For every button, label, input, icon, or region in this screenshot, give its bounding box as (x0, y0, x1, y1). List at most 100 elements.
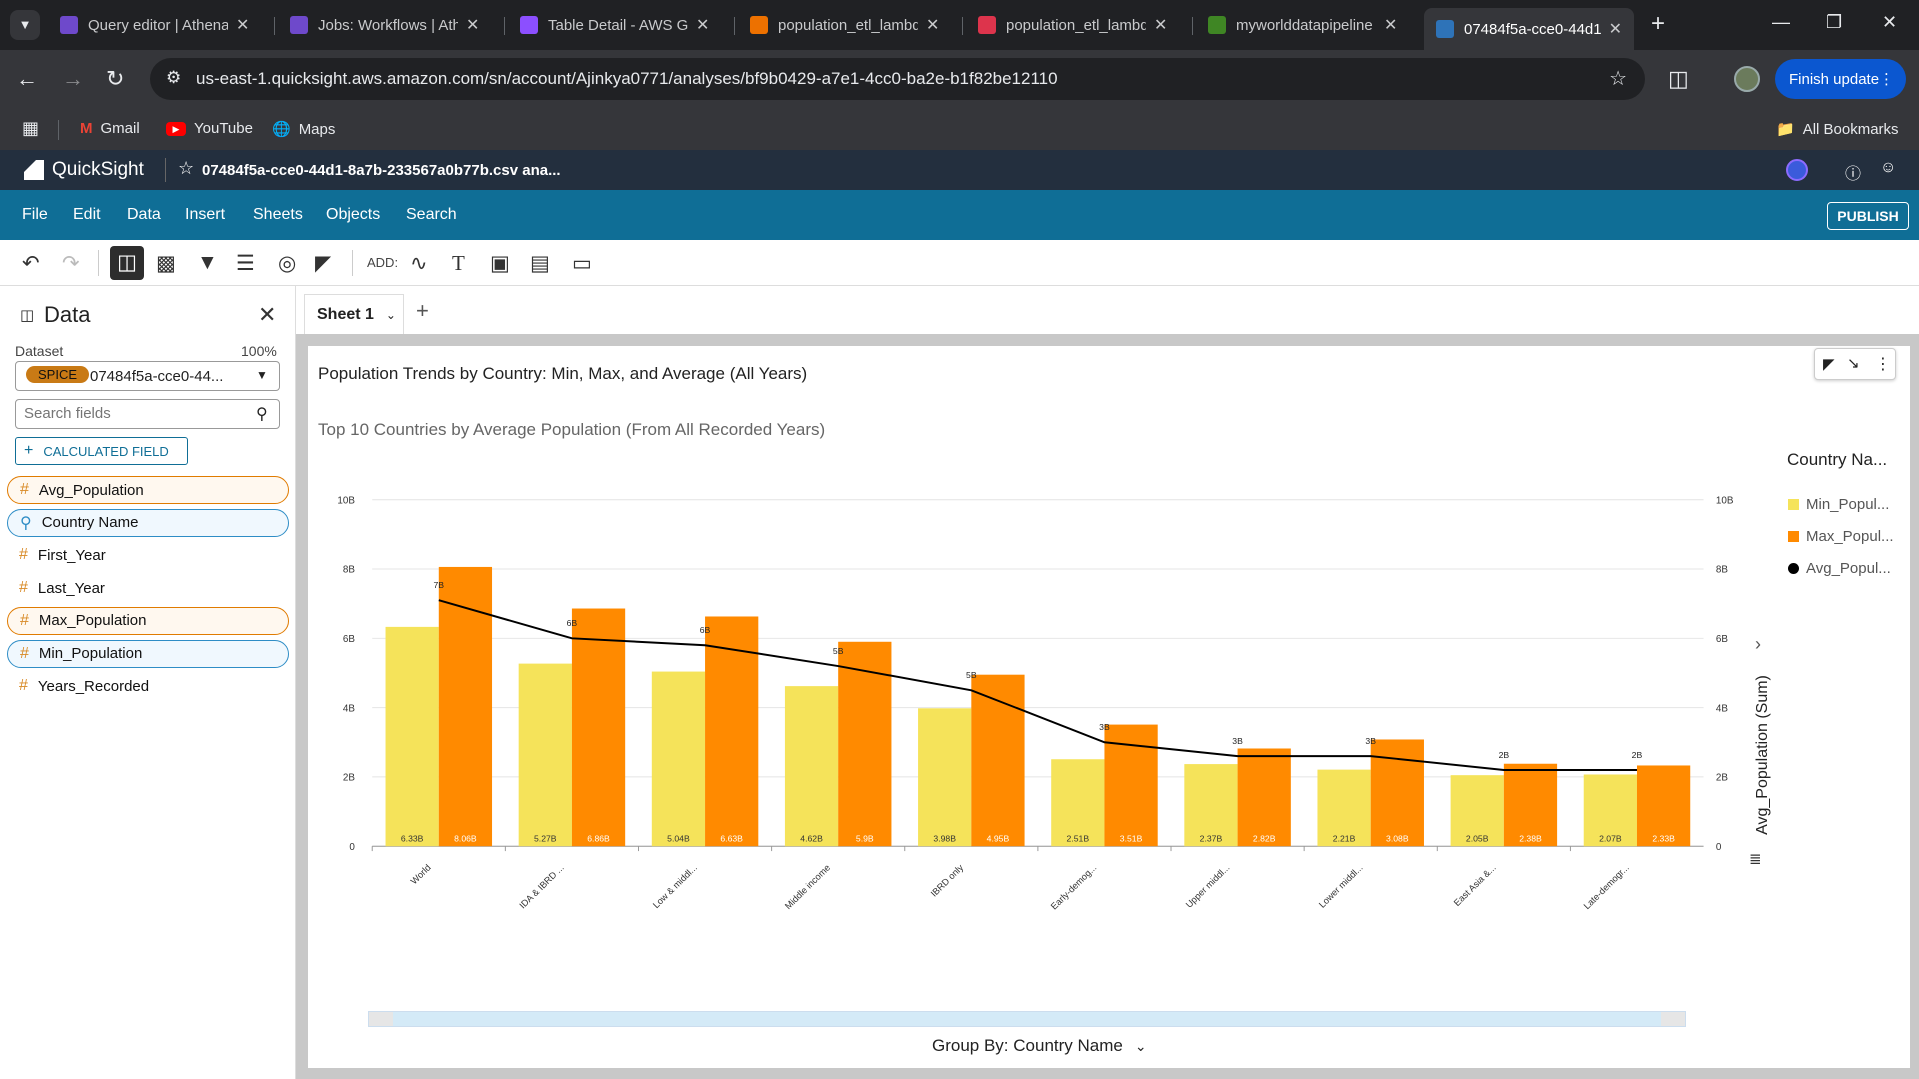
browser-tab[interactable]: population_etl_lambda ✕ (738, 8, 962, 42)
field-item[interactable]: ⚲ Country Name (7, 508, 289, 537)
add-insight-icon[interactable]: ▤ (530, 252, 550, 275)
close-tab-icon[interactable]: ✕ (1384, 17, 1398, 34)
visualize-icon[interactable]: ▩ (156, 252, 176, 275)
minimize-icon[interactable]: — (1772, 12, 1790, 32)
close-tab-icon[interactable]: ✕ (1608, 21, 1622, 38)
reload-icon[interactable]: ↻ (106, 66, 125, 91)
dataset-select[interactable]: SPICE 07484f5a-cce0-44... ▼ (15, 361, 280, 391)
browser-tab[interactable]: myworlddatapipeline ✕ (1196, 8, 1420, 42)
tab-search-button[interactable]: ▼ (10, 10, 40, 40)
bookmark-maps[interactable]: 🌐 Maps (272, 120, 335, 139)
themes-icon[interactable]: ◤ (315, 252, 332, 275)
q-assistant-icon[interactable] (1786, 159, 1808, 181)
menu-edit[interactable]: Edit (73, 206, 101, 223)
menu-sheets[interactable]: Sheets (253, 206, 303, 223)
close-tab-icon[interactable]: ✕ (236, 17, 250, 34)
plus-icon: + (24, 442, 34, 459)
menu-objects[interactable]: Objects (326, 206, 381, 223)
add-label: ADD: (367, 255, 399, 270)
chart-visual[interactable]: Population Trends by Country: Min, Max, … (308, 346, 1910, 1068)
parameters-icon[interactable]: ☰ (236, 252, 255, 275)
toolbar: ↶ ↷ ◫ ▩ ▼ ☰ ◎ ◤ ADD: ∿ T ▣ ▤ ▭ (0, 240, 1919, 286)
y-tick-label-left: 6B (343, 634, 356, 645)
bookmark-star-icon[interactable]: ☆ (1609, 68, 1627, 90)
more-options-icon[interactable]: ⋮ (1875, 356, 1891, 373)
bar-max-population (971, 674, 1025, 847)
search-fields-box[interactable]: ⚲ (15, 399, 280, 429)
menu-file[interactable]: File (22, 206, 48, 223)
legend-item[interactable]: Max_Popul... (1788, 528, 1894, 545)
tab-sheet-1[interactable]: Sheet 1 ⌄ (304, 294, 404, 334)
y-tick-label-right: 2B (1716, 773, 1729, 784)
omnibox[interactable]: ⚙ us-east-1.quicksight.aws.amazon.com/sn… (150, 58, 1645, 100)
close-tab-icon[interactable]: ✕ (926, 17, 940, 34)
search-fields-input[interactable] (24, 405, 244, 422)
back-icon[interactable]: ← (16, 66, 38, 91)
collapse-icon[interactable]: ↘ (1847, 355, 1860, 372)
close-window-icon[interactable]: ✕ (1882, 12, 1898, 32)
field-item[interactable]: # First_Year (7, 541, 289, 569)
chart-scrollbar[interactable] (368, 1011, 1686, 1027)
gmail-icon: M (80, 120, 93, 137)
add-sheet-button[interactable]: + (416, 298, 429, 323)
favorite-star-icon[interactable]: ☆ (178, 158, 195, 178)
filter-icon[interactable]: ▼ (197, 251, 218, 274)
menu-search[interactable]: Search (406, 206, 457, 223)
quicksight-logo-icon[interactable] (24, 160, 44, 180)
chevron-down-icon[interactable]: ⌄ (385, 307, 396, 322)
scroll-handle-right[interactable] (1661, 1012, 1685, 1026)
bookmark-gmail[interactable]: M Gmail (80, 120, 140, 137)
group-by-label: Group By: Country Name (932, 1036, 1123, 1055)
chart-type-icon[interactable]: ◤ (1823, 356, 1835, 373)
add-embed-icon[interactable]: ▭ (572, 252, 592, 275)
field-item[interactable]: # Years_Recorded (7, 672, 289, 700)
undo-icon[interactable]: ↶ (22, 252, 40, 275)
scroll-handle-left[interactable] (369, 1012, 393, 1026)
data-pane-icon[interactable]: ◫ (110, 246, 144, 280)
chevron-right-icon[interactable]: › (1755, 634, 1761, 654)
legend-item[interactable]: Avg_Popul... (1788, 560, 1891, 577)
help-icon[interactable]: ⓘ (1845, 166, 1862, 183)
add-image-icon[interactable]: ▣ (490, 252, 510, 275)
legend-item[interactable]: Min_Popul... (1788, 496, 1889, 513)
bookmark-youtube[interactable]: ▶ YouTube (166, 120, 253, 137)
close-tab-icon[interactable]: ✕ (696, 17, 710, 34)
maximize-icon[interactable]: ❐ (1826, 12, 1843, 32)
profile-avatar[interactable] (1734, 66, 1760, 92)
site-settings-icon[interactable]: ⚙ (166, 68, 182, 87)
field-item[interactable]: # Max_Population (7, 606, 289, 635)
group-by-control[interactable]: Group By: Country Name ⌄ (932, 1036, 1147, 1056)
calculated-field-button[interactable]: + CALCULATED FIELD (15, 437, 188, 465)
apps-grid-icon[interactable]: ▦ (22, 118, 40, 138)
calc-field-label: CALCULATED FIELD (43, 443, 169, 459)
browser-tab[interactable]: Query editor | Athena ✕ (48, 8, 272, 42)
browser-tab[interactable]: population_etl_lambda ✕ (966, 8, 1190, 42)
publish-button[interactable]: PUBLISH (1827, 202, 1909, 230)
browser-tab[interactable]: Table Detail - AWS Glue ✕ (508, 8, 732, 42)
browser-tab[interactable]: Jobs: Workflows | Athena ✕ (278, 8, 502, 42)
visual-menu[interactable]: ◤ ↘ ⋮ (1814, 348, 1896, 380)
redo-icon[interactable]: ↷ (62, 252, 80, 275)
insights-icon[interactable]: ◎ (278, 252, 297, 275)
extensions-icon[interactable]: ◫ (1668, 66, 1689, 91)
quicksight-logo[interactable]: QuickSight (52, 159, 144, 180)
axis-settings-icon[interactable]: ≣ (1749, 851, 1762, 868)
field-item[interactable]: # Min_Population (7, 639, 289, 668)
field-item[interactable]: # Avg_Population (7, 476, 289, 504)
browser-tab[interactable]: 07484f5a-cce0-44d1 ✕ (1424, 8, 1634, 50)
close-tab-icon[interactable]: ✕ (466, 17, 480, 34)
field-item[interactable]: # Last_Year (7, 574, 289, 602)
analysis-title[interactable]: 07484f5a-cce0-44d1-8a7b-233567a0b77b.csv… (202, 162, 561, 179)
close-tab-icon[interactable]: ✕ (1154, 17, 1168, 34)
user-icon[interactable]: ☺ (1880, 159, 1897, 176)
search-icon[interactable]: ⚲ (256, 406, 268, 423)
menu-data[interactable]: Data (127, 206, 161, 223)
add-text-icon[interactable]: T (452, 251, 465, 275)
all-bookmarks[interactable]: 📁 All Bookmarks (1776, 120, 1899, 139)
new-tab-button[interactable]: + (1651, 10, 1666, 37)
add-visual-icon[interactable]: ∿ (410, 252, 428, 275)
forward-icon[interactable]: → (62, 66, 84, 91)
close-sidebar-icon[interactable]: ✕ (258, 302, 277, 327)
finish-update-button[interactable]: Finish update ⋮ (1775, 59, 1906, 99)
menu-insert[interactable]: Insert (185, 206, 226, 223)
